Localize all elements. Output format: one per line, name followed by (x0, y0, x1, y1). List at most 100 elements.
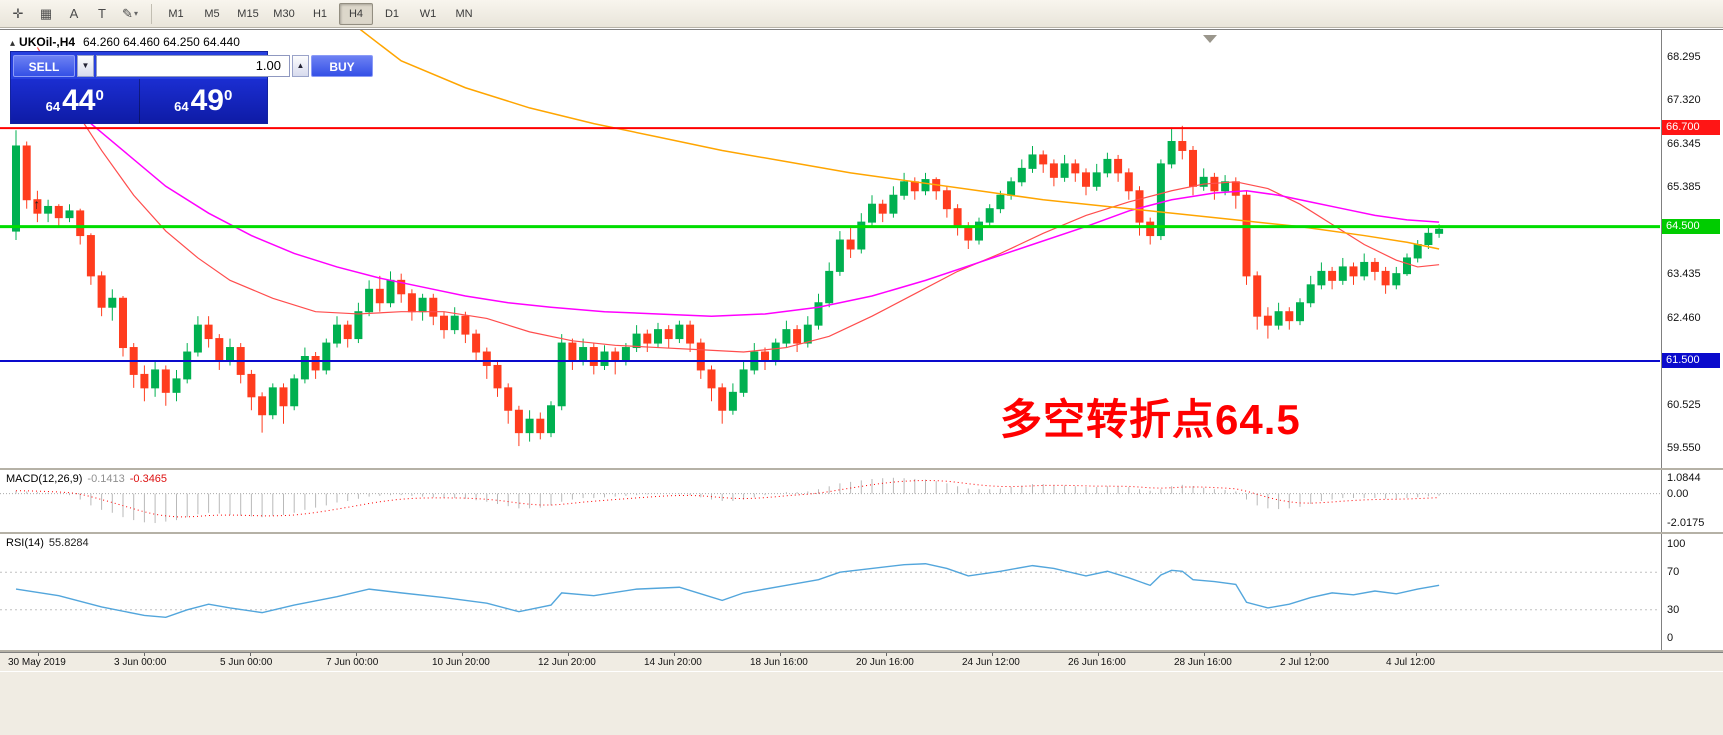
time-label: 7 Jun 00:00 (326, 657, 379, 668)
medium-ma (79, 114, 1440, 317)
symbol-info: ▴ UKOil-,H4 64.260 64.460 64.250 64.440 (10, 35, 240, 49)
time-label: 2 Jul 12:00 (1280, 657, 1329, 668)
price-badge-64.500: 64.500 (1662, 218, 1720, 234)
axis-tick-mark (38, 653, 39, 656)
collapse-arrow-icon[interactable]: ▴ (10, 38, 16, 49)
chart-window: ↑ ▴ UKOil-,H4 64.260 64.460 64.250 64.440 … (0, 29, 1723, 673)
grid-icon[interactable]: ▦ (39, 5, 53, 21)
timeframe-m5[interactable]: M5 (204, 7, 220, 20)
panel-separator[interactable] (0, 468, 1723, 470)
macd-scale: 1.0844 0.00 -2.0175 (1661, 470, 1723, 532)
timeframe-m15[interactable]: M15 (237, 7, 259, 20)
symbol-title: UKOil-,H4 (19, 35, 76, 49)
time-axis[interactable]: 30 May 2019 3 Jun 00:00 5 Jun 00:00 7 Jun 0… (0, 652, 1723, 671)
axis-tick-mark (780, 653, 781, 656)
price-tick: 67.320 (1667, 94, 1701, 107)
rsi-scale-tick: 30 (1667, 603, 1680, 616)
axis-tick-mark (992, 653, 993, 656)
time-label: 24 Jun 12:00 (962, 657, 1020, 668)
volume-input[interactable] (96, 54, 290, 77)
time-label: 14 Jun 20:00 (644, 657, 702, 668)
main-chart-panel[interactable]: ↑ ▴ UKOil-,H4 64.260 64.460 64.250 64.440 … (0, 30, 1723, 468)
price-tick: 60.525 (1667, 398, 1701, 411)
macd-plot[interactable] (0, 470, 1660, 532)
buy-button[interactable]: BUY (311, 54, 373, 77)
top-toolbar: ✛ ▦ A T ✎ ▾ M1 M5 M15 M30 H1 H4 D1 W1 MN (0, 0, 1723, 28)
price-tick: 62.460 (1667, 311, 1701, 324)
sell-price-pips: 44 (62, 84, 96, 117)
price-badge-61.500: 61.500 (1662, 352, 1720, 368)
axis-tick-mark (674, 653, 675, 656)
rsi-name: RSI(14) (6, 537, 44, 549)
axis-tick-mark (1204, 653, 1205, 656)
sell-price-point: 0 (95, 87, 104, 104)
axis-tick-mark (1310, 653, 1311, 656)
one-click-trade-panel: SELL ▼ ▲ BUY 64 44 0 64 49 0 (10, 51, 373, 124)
macd-label: MACD(12,26,9) -0.1413 -0.3465 (6, 473, 172, 485)
time-label: 28 Jun 16:00 (1174, 657, 1232, 668)
slow-ma (359, 30, 1440, 250)
time-label: 18 Jun 16:00 (750, 657, 808, 668)
volume-increase-button[interactable]: ▲ (292, 54, 309, 77)
rsi-value: 55.8284 (48, 537, 89, 549)
volume-decrease-button[interactable]: ▼ (77, 54, 94, 77)
macd-panel[interactable]: MACD(12,26,9) -0.1413 -0.3465 1.0844 0.00 -2… (0, 470, 1723, 532)
macd-signal-value: -0.3465 (129, 473, 168, 485)
timeframe-d1[interactable]: D1 (384, 7, 400, 20)
chart-shift-marker (1203, 35, 1217, 43)
crosshair-icon[interactable]: ✛ (12, 5, 24, 21)
rsi-label: RSI(14) 55.8284 (6, 537, 94, 549)
axis-tick-mark (144, 653, 145, 656)
rsi-scale-tick: 0 (1667, 632, 1674, 644)
time-label: 4 Jul 12:00 (1386, 657, 1435, 668)
rsi-panel[interactable]: RSI(14) 55.8284 100 70 30 0 (0, 534, 1723, 650)
rsi-scale: 100 70 30 0 (1661, 534, 1723, 650)
price-badge-66.700: 66.700 (1662, 120, 1720, 136)
axis-tick-mark (1416, 653, 1417, 656)
price-scale[interactable]: 68.295 67.320 66.345 65.385 63.435 62.460 60.5… (1661, 30, 1723, 468)
price-quotes: 64 44 0 64 49 0 (11, 79, 267, 123)
price-tick: 68.295 (1667, 50, 1701, 63)
price-tick: 59.550 (1667, 442, 1701, 455)
macd-signal-line (15, 479, 1440, 518)
macd-scale-tick: -2.0175 (1667, 517, 1705, 530)
toolbar-icon-group: ✛ ▦ A T ✎ ▾ (4, 2, 144, 26)
arrow-up-marker: ↑ (33, 197, 40, 212)
buy-price-prefix: 64 (174, 98, 189, 114)
rsi-plot[interactable] (0, 534, 1660, 650)
timeframe-h4[interactable]: H4 (339, 2, 373, 25)
axis-tick-mark (568, 653, 569, 656)
fast-ma (36, 47, 1440, 353)
macd-scale-tick: 0.00 (1667, 487, 1689, 500)
buy-price-display[interactable]: 64 49 0 (138, 79, 268, 123)
panel-separator[interactable] (0, 650, 1723, 652)
axis-tick-mark (1098, 653, 1099, 656)
axis-tick-mark (886, 653, 887, 656)
timeframe-m30[interactable]: M30 (273, 7, 295, 20)
chevron-down-icon: ▾ (133, 9, 138, 18)
panel-separator[interactable] (0, 532, 1723, 534)
macd-name: MACD(12,26,9) (6, 473, 83, 485)
candlestick-plot[interactable]: ↑ (0, 30, 1660, 468)
draw-tools-icon[interactable]: ✎ ▾ (122, 5, 138, 21)
trade-controls-row: SELL ▼ ▲ BUY (11, 52, 373, 79)
timeframe-w1[interactable]: W1 (419, 7, 437, 20)
time-label: 30 May 2019 (8, 657, 66, 668)
axis-tick-mark (250, 653, 251, 656)
rsi-scale-tick: 70 (1667, 566, 1680, 579)
timeframe-group: M1 M5 M15 M30 H1 H4 D1 W1 MN (159, 2, 481, 25)
sell-price-display[interactable]: 64 44 0 (11, 79, 139, 123)
macd-scale-tick: 1.0844 (1667, 471, 1701, 484)
time-label: 26 Jun 16:00 (1068, 657, 1126, 668)
time-label: 12 Jun 20:00 (538, 657, 596, 668)
bottom-strip (0, 672, 1723, 735)
sell-button[interactable]: SELL (13, 54, 75, 77)
timeframe-h1[interactable]: H1 (312, 7, 328, 20)
time-label: 5 Jun 00:00 (220, 657, 273, 668)
text-box-icon[interactable]: T (98, 6, 106, 21)
timeframe-m1[interactable]: M1 (168, 7, 184, 20)
time-label: 20 Jun 16:00 (856, 657, 914, 668)
rsi-scale-tick: 100 (1667, 538, 1686, 550)
text-label-icon[interactable]: A (69, 6, 79, 21)
timeframe-mn[interactable]: MN (455, 7, 473, 20)
